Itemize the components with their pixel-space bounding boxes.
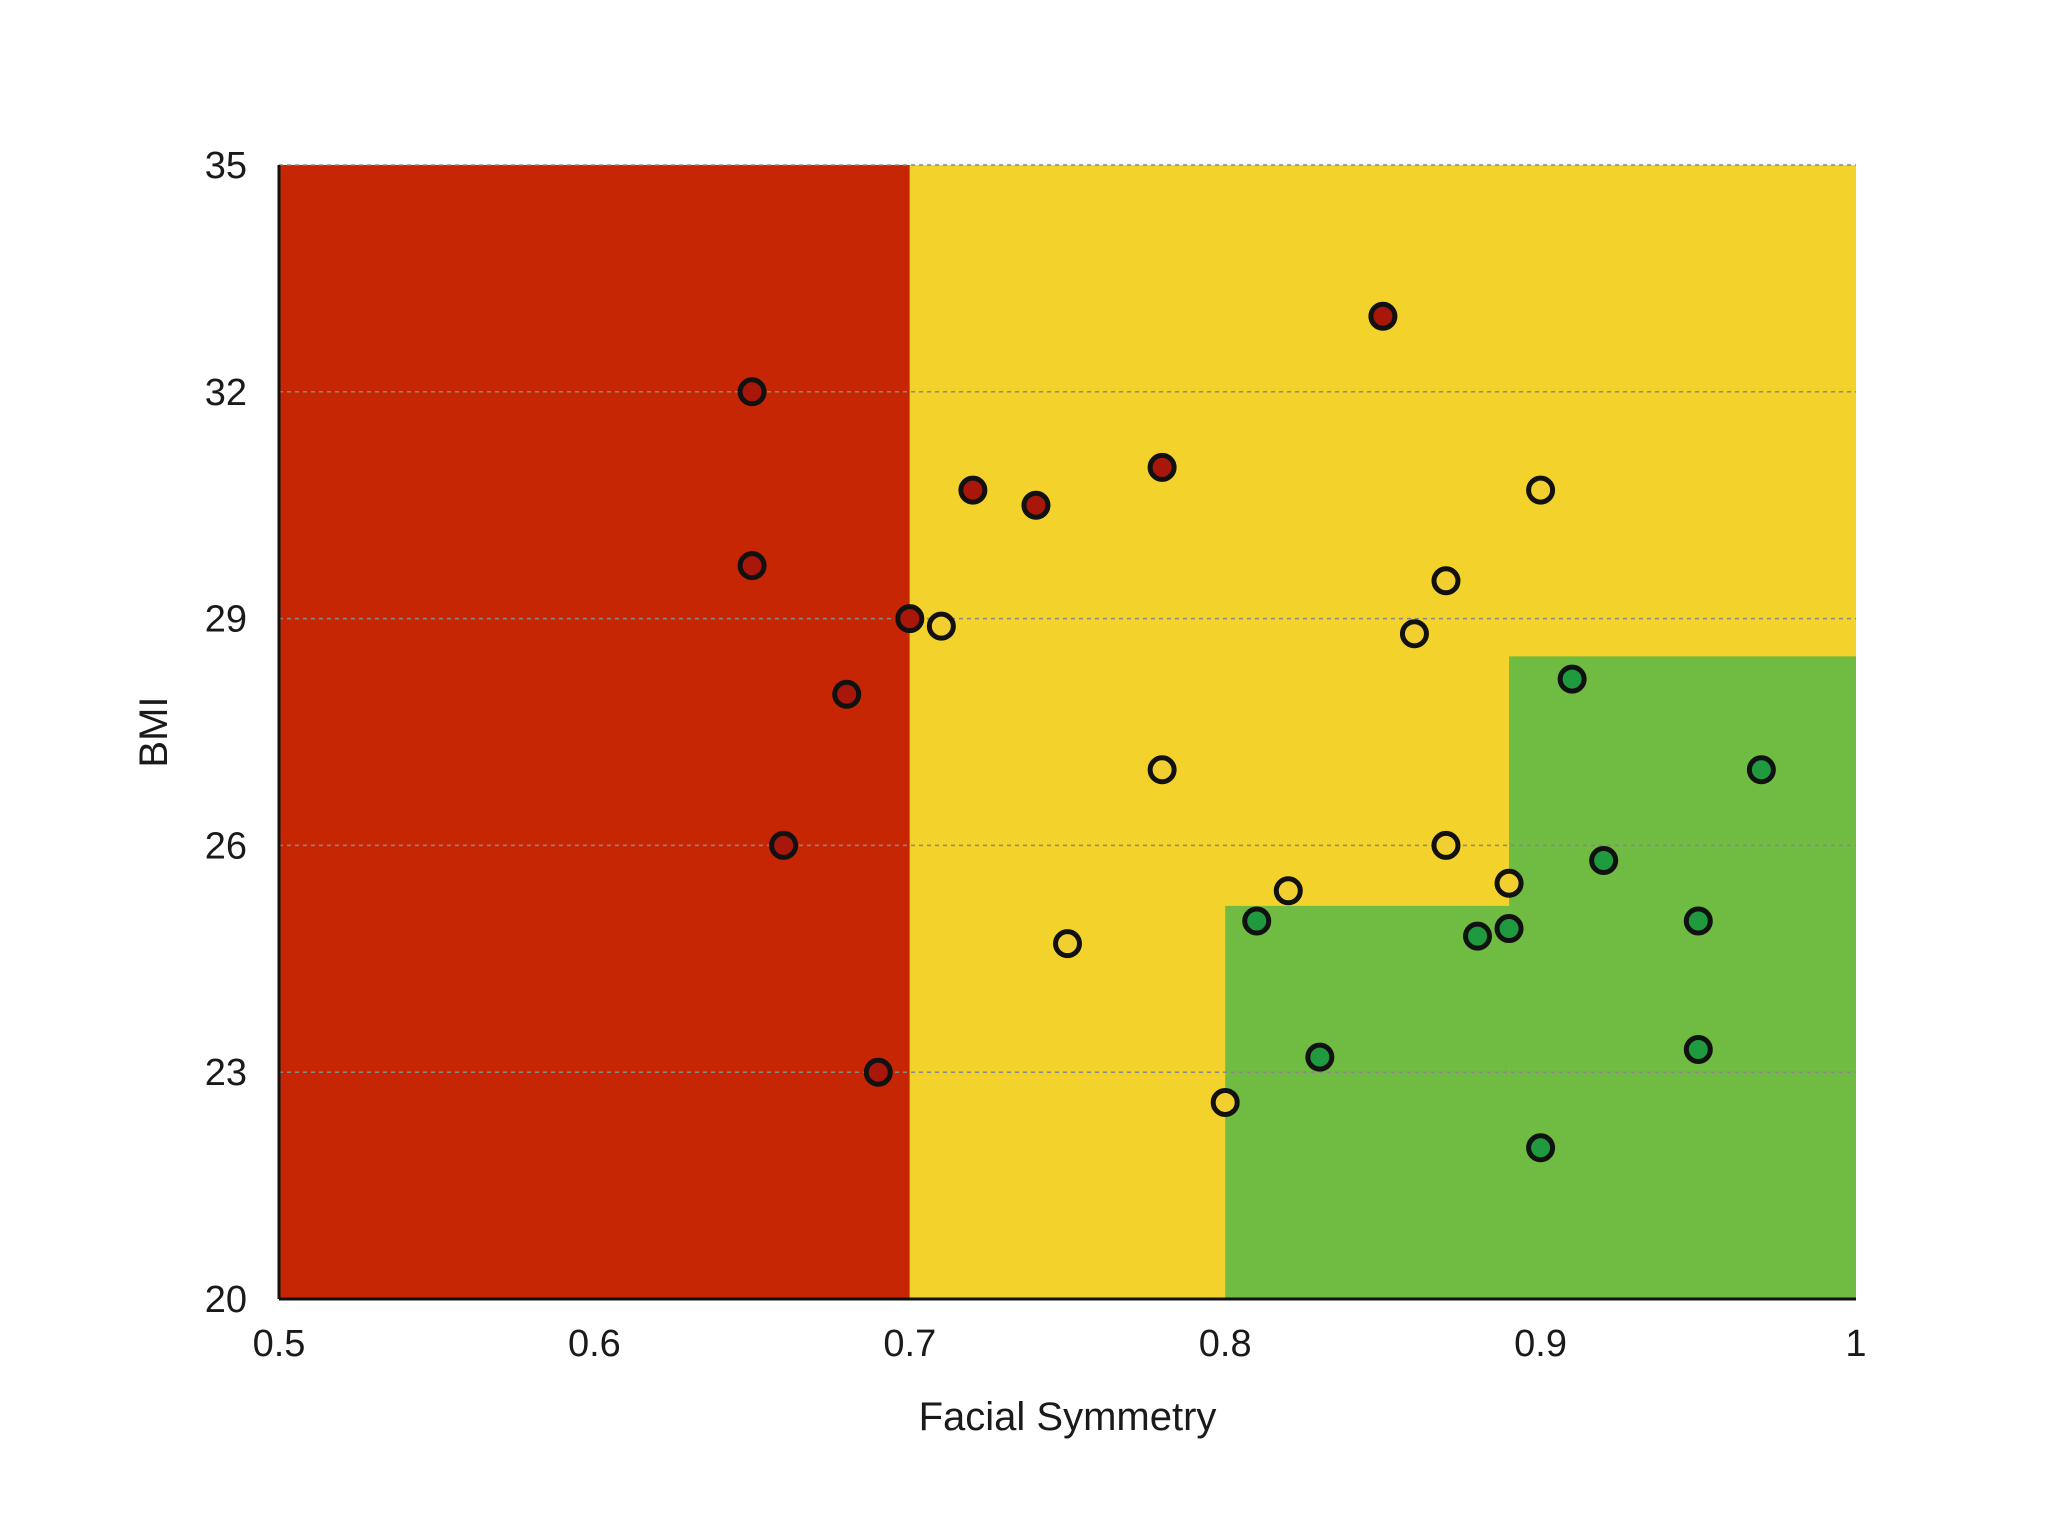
x-tick-label: 0.7	[883, 1323, 936, 1365]
data-point	[1147, 452, 1177, 482]
data-point	[1399, 619, 1429, 649]
data-point	[737, 377, 767, 407]
y-tick-label: 35	[205, 145, 247, 187]
y-tick-label: 32	[205, 372, 247, 414]
data-points	[737, 301, 1776, 1163]
data-point	[1463, 921, 1493, 951]
y-axis-title: BMI	[132, 696, 176, 767]
background-regions	[279, 165, 1856, 1299]
data-point	[1021, 490, 1051, 520]
x-tick-label: 0.8	[1199, 1323, 1252, 1365]
data-point	[1526, 1133, 1556, 1163]
data-point	[1147, 755, 1177, 785]
y-tick-label: 20	[205, 1279, 247, 1321]
data-point	[958, 475, 988, 505]
x-tick-label: 0.6	[568, 1323, 621, 1365]
tick-labels: 20 23 26 29 32 35 0.5 0.6 0.7 0.8 0.9 1	[205, 145, 1867, 1365]
grid-lines	[279, 164, 1856, 1073]
data-point	[926, 611, 956, 641]
data-point	[1053, 929, 1082, 959]
data-point	[1210, 1087, 1240, 1117]
data-point	[1746, 755, 1776, 785]
y-tick-label: 29	[205, 599, 247, 641]
data-point	[1557, 664, 1587, 694]
data-point	[1305, 1042, 1335, 1072]
data-point	[1589, 846, 1619, 876]
data-point	[769, 830, 799, 860]
data-point	[1273, 876, 1303, 906]
data-point	[1683, 1035, 1713, 1065]
x-tick-label: 0.5	[253, 1323, 306, 1365]
region-0	[279, 165, 910, 1299]
x-tick-label: 0.9	[1514, 1323, 1567, 1365]
axes	[277, 165, 1856, 1301]
data-point	[1368, 301, 1398, 331]
data-point	[832, 679, 862, 709]
x-tick-label: 1	[1845, 1323, 1866, 1365]
x-axis-title: Facial Symmetry	[919, 1395, 1217, 1439]
region-3	[1509, 656, 1856, 1299]
data-point	[737, 551, 767, 581]
data-point	[863, 1057, 893, 1087]
region-2	[1225, 905, 1510, 1299]
data-point	[1526, 475, 1556, 505]
data-point	[1242, 906, 1272, 936]
data-point	[1494, 868, 1524, 898]
y-tick-label: 26	[205, 825, 247, 867]
data-point	[1431, 566, 1461, 596]
data-point	[1683, 906, 1713, 936]
data-point	[1431, 830, 1461, 860]
y-tick-label: 23	[205, 1052, 247, 1094]
data-point	[1494, 914, 1524, 944]
data-point	[895, 604, 925, 634]
